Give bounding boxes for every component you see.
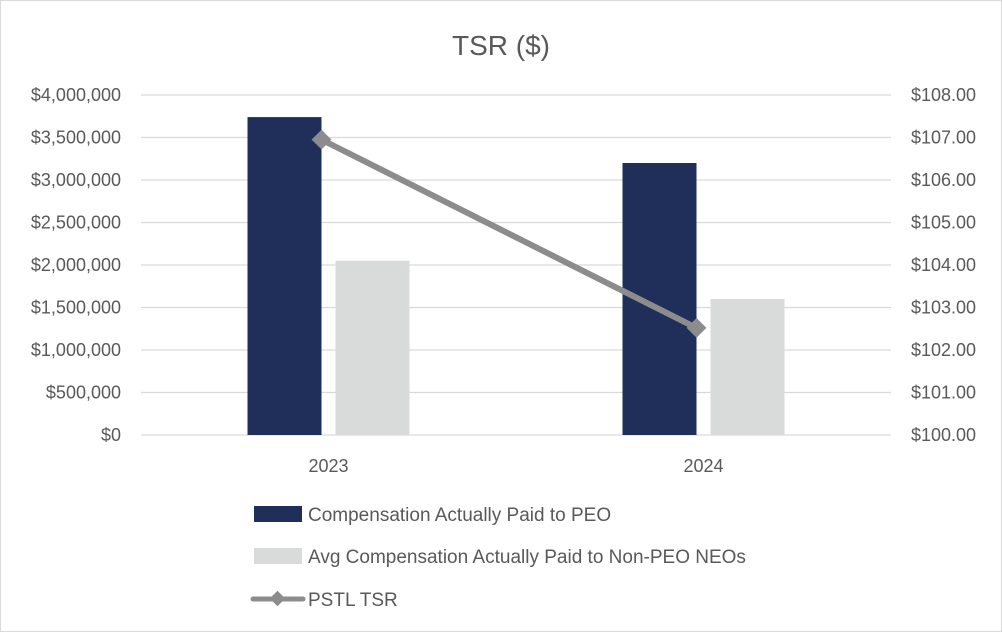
bars — [247, 117, 785, 435]
legend-marker-tsr — [269, 590, 286, 607]
right-tick-label: $103.00 — [911, 298, 976, 318]
right-tick-label: $101.00 — [911, 383, 976, 403]
tsr-line-path — [320, 136, 698, 331]
bar-non-peo-2023 — [335, 260, 410, 435]
right-tick-label: $102.00 — [911, 340, 976, 360]
right-tick-label: $104.00 — [911, 255, 976, 275]
category-label-2024: 2024 — [683, 456, 723, 476]
left-tick-label: $3,500,000 — [31, 128, 121, 148]
left-tick-label: $2,000,000 — [31, 255, 121, 275]
left-tick-label: $500,000 — [46, 383, 121, 403]
legend-item-non-peo: Avg Compensation Actually Paid to Non-PE… — [254, 547, 746, 568]
right-tick-label: $100.00 — [911, 425, 976, 445]
right-tick-label: $108.00 — [911, 85, 976, 105]
left-tick-label: $0 — [101, 425, 121, 445]
right-axis-tick-labels: $100.00 $101.00 $102.00 $103.00 $104.00 $105.… — [911, 85, 976, 445]
category-label-2023: 2023 — [308, 456, 348, 476]
bar-non-peo-2024 — [710, 299, 785, 435]
left-tick-label: $3,000,000 — [31, 170, 121, 190]
legend-label-tsr: PSTL TSR — [308, 590, 398, 611]
right-tick-label: $106.00 — [911, 170, 976, 190]
legend-swatch-peo — [254, 506, 302, 522]
legend-label-non-peo: Avg Compensation Actually Paid to Non-PE… — [308, 547, 746, 568]
tsr-point-2023 — [311, 129, 332, 150]
left-tick-label: $2,500,000 — [31, 213, 121, 233]
category-labels: 2023 2024 — [308, 456, 723, 476]
left-tick-label: $4,000,000 — [31, 85, 121, 105]
left-tick-label: $1,500,000 — [31, 298, 121, 318]
legend-label-peo: Compensation Actually Paid to PEO — [308, 505, 611, 526]
right-tick-label: $105.00 — [911, 213, 976, 233]
legend-item-tsr: PSTL TSR — [250, 590, 398, 611]
legend-item-peo: Compensation Actually Paid to PEO — [254, 505, 611, 526]
bar-peo-2023 — [247, 117, 322, 435]
left-tick-label: $1,000,000 — [31, 340, 121, 360]
right-tick-label: $107.00 — [911, 128, 976, 148]
legend: Compensation Actually Paid to PEO Avg Co… — [250, 505, 746, 611]
left-axis-tick-labels: $0 $500,000 $1,000,000 $1,500,000 $2,000,000… — [31, 85, 121, 445]
tsr-point-2024 — [686, 318, 707, 338]
chart-title: TSR ($) — [452, 30, 550, 61]
tsr-line — [311, 129, 707, 338]
legend-swatch-non-peo — [254, 548, 302, 564]
